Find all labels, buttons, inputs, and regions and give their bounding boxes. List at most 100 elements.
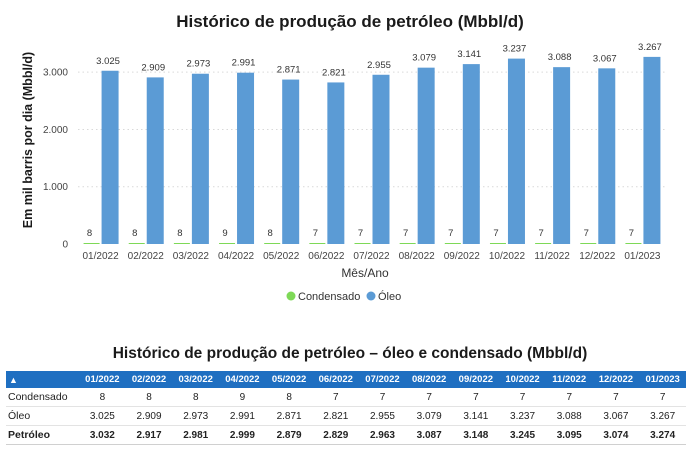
column-header[interactable]: 05/2022 (265, 371, 313, 388)
bar-condensado (219, 243, 236, 244)
x-tick-label: 01/2022 (82, 251, 119, 262)
table-cell: 2.981 (172, 425, 220, 445)
table-cell: 3.067 (592, 406, 640, 426)
data-label-condensado: 7 (584, 228, 589, 239)
column-header[interactable]: 01/2022 (79, 371, 126, 388)
data-label-oleo: 2.973 (186, 59, 210, 70)
bar-condensado (489, 243, 506, 244)
bar-condensado (83, 243, 100, 244)
table-cell: 2.917 (125, 425, 173, 445)
table-cell: 2.991 (219, 406, 266, 426)
legend-marker-oleo (366, 291, 376, 301)
table-row: Petróleo 3.032 2.917 2.981 2.999 2.879 2.829 2.… (6, 425, 686, 445)
y-axis-label: Em mil barris por dia (Mbbl/d) (21, 52, 35, 228)
row-label: Condensado (6, 388, 79, 407)
column-header[interactable]: 08/2022 (405, 371, 453, 388)
bars (83, 56, 661, 245)
table-cell: 3.087 (405, 425, 453, 445)
table-cell: 2.829 (312, 425, 360, 445)
column-header[interactable]: 07/2022 (359, 371, 406, 388)
table-cell: 8 (79, 388, 126, 407)
data-label-oleo: 3.067 (593, 53, 617, 64)
data-label-oleo: 2.821 (322, 67, 346, 78)
table-cell: 2.955 (359, 406, 406, 426)
x-tick-label: 11/2022 (534, 251, 570, 262)
column-header[interactable]: 12/2022 (592, 371, 640, 388)
table-cell: 2.821 (312, 406, 360, 426)
data-label-condensado: 7 (358, 228, 363, 239)
table-cell: 8 (265, 388, 313, 407)
table-cell: 7 (452, 388, 500, 407)
column-header[interactable]: 11/2022 (545, 371, 593, 388)
table-cell: 2.999 (219, 425, 266, 445)
data-label-condensado: 7 (448, 228, 453, 239)
bar-condensado (354, 243, 371, 244)
data-label-condensado: 9 (222, 228, 227, 239)
table-cell: 2.973 (172, 406, 220, 426)
column-header[interactable]: 01/2023 (639, 371, 686, 388)
x-tick-label: 01/2023 (624, 251, 661, 262)
bar-oleo (101, 70, 119, 244)
bar-condensado (128, 243, 145, 244)
x-tick-label: 05/2022 (263, 251, 300, 262)
x-tick-label: 08/2022 (399, 251, 436, 262)
bar-oleo (237, 72, 255, 245)
column-header[interactable]: 04/2022 (219, 371, 266, 388)
column-header[interactable]: 02/2022 (125, 371, 173, 388)
bar-oleo (553, 67, 571, 244)
table-title: Histórico de produção de petróleo – óleo… (112, 345, 588, 362)
y-tick-label: 2.000 (43, 125, 68, 136)
data-label-oleo: 2.955 (367, 60, 391, 71)
table-cell: 3.245 (499, 425, 546, 445)
column-header[interactable]: 06/2022 (312, 371, 360, 388)
data-label-condensado: 8 (268, 228, 273, 239)
table-cell: 2.909 (125, 406, 173, 426)
x-tick-label: 10/2022 (489, 251, 526, 262)
bar-oleo (146, 77, 164, 244)
column-header[interactable]: 03/2022 (172, 371, 220, 388)
table-cell: 3.074 (592, 425, 640, 445)
table-cell: 3.032 (79, 425, 126, 445)
data-label-oleo: 2.871 (277, 65, 301, 76)
bar-condensado (309, 243, 326, 244)
bar-condensado (580, 243, 597, 244)
bar-condensado (625, 243, 642, 244)
chart-title: Histórico de produção de petróleo (Mbbl/… (176, 12, 524, 31)
x-tick-label: 09/2022 (444, 251, 481, 262)
bar-oleo (643, 56, 661, 244)
table-cell: 3.079 (405, 406, 453, 426)
data-label-oleo: 2.909 (141, 62, 165, 73)
legend-marker-condensado (286, 291, 296, 301)
data-label-oleo: 3.025 (96, 56, 120, 67)
bar-oleo (417, 67, 435, 244)
table-cell: 3.237 (499, 406, 546, 426)
table-cell: 3.141 (452, 406, 500, 426)
data-label-oleo: 3.088 (548, 52, 572, 63)
table-cell: 2.879 (265, 425, 313, 445)
x-tick-label: 02/2022 (128, 251, 165, 262)
x-tick-label: 06/2022 (308, 251, 345, 262)
data-label-oleo: 2.991 (232, 58, 256, 69)
data-label-condensado: 7 (313, 228, 318, 239)
bar-oleo (598, 68, 616, 244)
x-tick-label: 12/2022 (579, 251, 616, 262)
table-cell: 3.088 (545, 406, 593, 426)
bar-oleo (507, 58, 525, 244)
column-header[interactable]: 10/2022 (499, 371, 546, 388)
table-cell: 7 (405, 388, 453, 407)
bar-oleo (282, 79, 300, 244)
row-label: Petróleo (6, 425, 79, 445)
data-label-condensado: 7 (403, 228, 408, 239)
table-cell: 3.274 (639, 425, 686, 445)
bar-condensado (264, 243, 281, 244)
table-cell: 2.871 (265, 406, 313, 426)
legend-label-oleo: Óleo (378, 290, 401, 303)
x-axis-ticks: 01/2022 02/2022 03/2022 04/2022 05/2022 06/20… (82, 251, 660, 262)
table-cell: 7 (312, 388, 360, 407)
table-cell: 7 (639, 388, 686, 407)
bar-condensado (173, 243, 190, 244)
table-cell: 3.148 (452, 425, 500, 445)
table-row: Condensado 8 8 8 9 8 7 7 7 7 7 7 7 7 (6, 388, 686, 407)
sort-up-icon[interactable]: ▲ (6, 371, 79, 388)
column-header[interactable]: 09/2022 (452, 371, 500, 388)
